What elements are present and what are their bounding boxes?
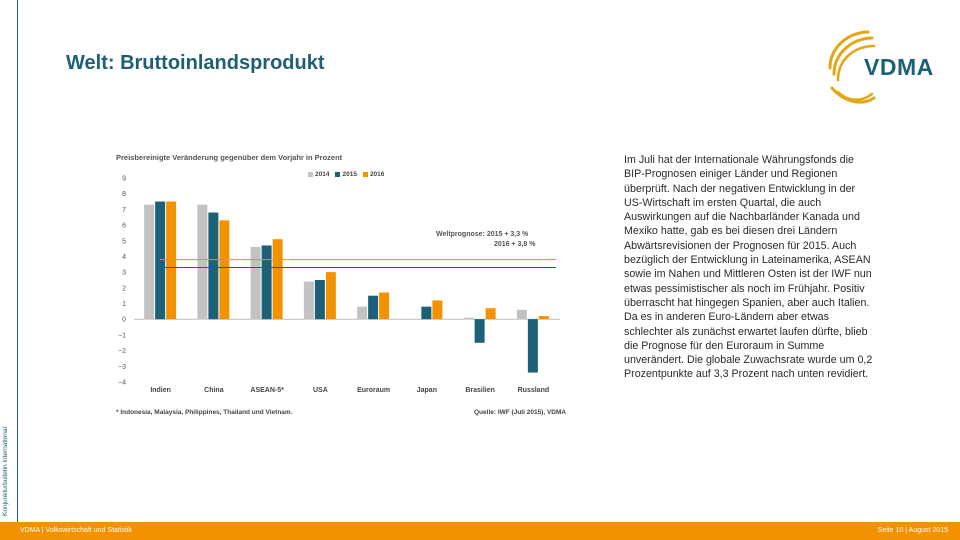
legend-label-2015: 2015 [342,171,357,178]
bar-2014-1 [197,204,208,320]
legend-label-2016: 2016 [369,171,385,178]
bar-2016-1 [219,220,230,320]
y-tick-label: 0 [122,317,126,324]
bar-2016-2 [272,239,283,320]
x-category-label: China [204,387,224,394]
y-tick-label: 4 [122,254,126,261]
bar-2014-0 [144,204,155,320]
bar-2014-4 [357,306,368,320]
x-category-label: ASEAN-5* [250,387,284,394]
y-tick-label: −1 [118,332,126,339]
legend-swatch-2016 [362,172,368,177]
y-tick-label: 8 [122,191,126,198]
legend-item-2016: 2016 [362,171,385,178]
side-bar [0,0,18,522]
bar-2014-5 [410,319,421,320]
chart-footnote: * Indonesia, Malaysia, Philippines, Thai… [116,409,293,416]
x-category-label: Euroraum [357,387,390,394]
bar-2014-2 [250,247,261,320]
y-tick-label: 1 [122,301,126,308]
bar-2016-6 [485,308,496,320]
y-tick-label: 3 [122,270,126,277]
chart-legend: 2014 2015 2016 [308,171,384,178]
bar-2015-6 [474,319,485,343]
chart-annotation: Weltprognose: 2015 + 3,3 % 2016 + 3,8 % [432,228,560,252]
x-category-label: USA [313,387,328,394]
logo-text: VDMA [864,54,934,80]
footer-left: VDMA | Volkswirtschaft und Statistik [20,527,132,534]
y-tick-label: 6 [122,223,126,230]
bar-2015-7 [527,319,538,373]
bar-2015-5 [421,306,432,320]
vdma-logo [828,30,876,104]
bar-2015-3 [314,280,325,320]
y-tick-label: 7 [122,207,126,214]
y-tick-label: −3 [118,364,126,371]
footer-bar [0,522,960,540]
x-category-label: Japan [417,387,437,394]
logo-swoosh-icon [828,30,876,104]
x-category-label: Russland [518,387,550,394]
side-label: Konjunkturbulletin international [2,427,9,516]
page-title: Welt: Bruttoinlandsprodukt [66,52,325,74]
y-tick-label: −2 [118,348,126,355]
gdp-bar-chart: 9 8 7 6 5 4 3 2 1 0 −1 −2 −3 −4 Indien China ASEAN-5* USA… [118,176,560,394]
bar-2016-7 [538,316,549,320]
y-tick-label: 5 [122,238,126,245]
bar-2015-2 [261,245,272,320]
chart-source: Quelle: IWF (Juli 2015), VDMA [474,409,567,416]
chart-title: Preisbereinigte Veränderung gegenüber de… [116,153,343,162]
legend-item-2015: 2015 [335,171,357,178]
legend-item-2014: 2014 [308,171,329,178]
bar-2014-7 [516,309,527,320]
legend-label-2014: 2014 [315,171,330,178]
bar-2015-0 [155,201,166,320]
y-tick-label: −4 [118,380,126,387]
body-text: Im Juli hat der Internationale Währungsf… [624,154,873,381]
bar-2015-1 [208,212,219,320]
x-category-label: Brasilien [465,387,495,394]
y-tick-label: 2 [122,285,126,292]
bar-2016-3 [325,272,336,320]
y-tick-label: 9 [122,176,126,183]
bar-2016-5 [432,300,443,320]
footer-right: Seite 10 | August 2015 [877,527,948,534]
legend-swatch-2014 [308,172,313,177]
bar-2015-4 [368,295,379,320]
legend-swatch-2015 [335,172,341,177]
annotation-line-2015: Weltprognose: 2015 + 3,3 % [436,231,529,238]
bar-2014-3 [303,281,314,320]
bar-2016-0 [166,201,177,320]
bar-2016-4 [379,292,390,320]
annotation-line-2016: 2016 + 3,8 % [494,241,536,248]
x-category-label: Indien [150,387,171,394]
bar-2014-6 [463,317,474,320]
